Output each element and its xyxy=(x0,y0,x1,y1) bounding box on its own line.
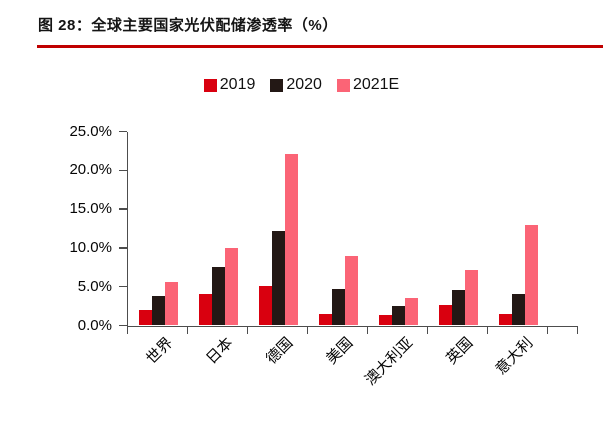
bar-2021E-世界 xyxy=(164,282,178,326)
y-axis-tick xyxy=(119,130,127,133)
bar-2019-澳大利亚 xyxy=(378,314,392,326)
x-axis-tick xyxy=(486,325,488,334)
bar-2021E-意大利 xyxy=(524,224,538,326)
y-axis-label: 25.0% xyxy=(69,122,112,140)
x-axis-label-意大利: 意大利 xyxy=(492,333,537,378)
x-axis-tick xyxy=(306,325,308,334)
y-axis-tick xyxy=(119,324,127,327)
y-axis-tick xyxy=(119,247,127,249)
bar-2020-日本 xyxy=(211,267,225,326)
legend-label-2021e: 2021E xyxy=(352,76,400,93)
legend-swatch-2019-icon xyxy=(203,78,217,92)
bar-2019-英国 xyxy=(438,305,452,326)
bar-2020-美国 xyxy=(331,289,345,326)
y-axis-label: 0.0% xyxy=(77,316,112,334)
x-axis-label-美国: 美国 xyxy=(323,333,357,368)
y-axis-tick xyxy=(119,169,127,172)
x-axis-tick xyxy=(246,325,248,334)
bar-2021E-美国 xyxy=(344,255,358,326)
bar-2020-世界 xyxy=(151,296,165,326)
bar-2021E-澳大利亚 xyxy=(404,297,418,326)
bar-2019-世界 xyxy=(138,309,152,326)
y-axis-label: 15.0% xyxy=(69,200,112,218)
x-axis-line xyxy=(126,325,578,327)
bar-2020-意大利 xyxy=(511,294,525,326)
y-axis-label: 20.0% xyxy=(69,161,112,179)
x-axis-tick xyxy=(126,325,128,334)
title-underline xyxy=(37,45,603,48)
x-axis-label-世界: 世界 xyxy=(143,333,177,368)
x-axis-tick xyxy=(366,325,368,334)
y-axis-line xyxy=(126,131,128,327)
y-axis-label: 5.0% xyxy=(77,277,112,295)
bar-2020-德国 xyxy=(271,230,285,326)
x-axis-tick xyxy=(186,325,188,334)
bar-2020-英国 xyxy=(451,289,465,326)
bar-2019-意大利 xyxy=(498,313,512,326)
x-axis-tick xyxy=(546,325,548,334)
legend-swatch-2020-icon xyxy=(270,78,284,92)
bar-2021E-德国 xyxy=(284,154,298,326)
bar-2021E-日本 xyxy=(224,247,238,326)
x-axis-tick xyxy=(576,325,578,334)
legend-item-2019: 2019 xyxy=(203,76,256,94)
x-axis-label-澳大利亚: 澳大利亚 xyxy=(361,333,417,389)
bar-2019-日本 xyxy=(198,294,212,326)
legend-swatch-2021e-icon xyxy=(336,78,350,92)
bar-2019-美国 xyxy=(318,313,332,326)
chart-legend: 2019 2020 2021E xyxy=(0,74,603,96)
x-axis-label-德国: 德国 xyxy=(263,333,297,368)
x-axis-label-日本: 日本 xyxy=(203,333,237,368)
y-axis-tick xyxy=(119,285,127,288)
y-axis-label: 10.0% xyxy=(69,238,112,256)
x-axis-tick xyxy=(426,325,428,334)
legend-item-2020: 2020 xyxy=(270,76,322,94)
legend-label-2020: 2020 xyxy=(286,76,322,93)
x-axis-label-英国: 英国 xyxy=(443,333,477,368)
bar-2021E-英国 xyxy=(464,269,478,326)
legend-item-2021e: 2021E xyxy=(336,76,400,94)
bar-2019-德国 xyxy=(258,285,272,326)
figure-title: 图 28：全球主要国家光伏配储渗透率（%） xyxy=(38,17,338,34)
y-axis-tick xyxy=(119,208,127,210)
bar-2020-澳大利亚 xyxy=(391,306,405,326)
legend-label-2019: 2019 xyxy=(219,76,256,93)
